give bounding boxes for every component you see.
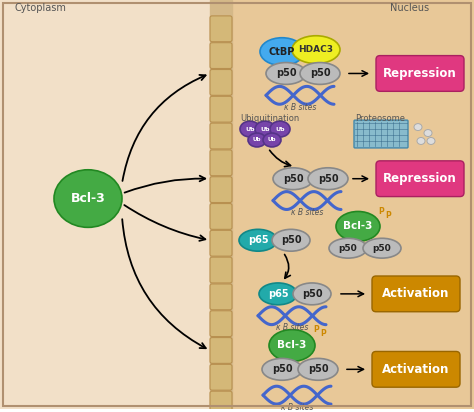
Ellipse shape — [363, 238, 401, 258]
Ellipse shape — [298, 358, 338, 380]
Ellipse shape — [262, 358, 302, 380]
Text: P: P — [378, 208, 384, 216]
Text: Ub: Ub — [253, 138, 261, 143]
Text: Activation: Activation — [383, 363, 450, 376]
Text: p50: p50 — [301, 289, 322, 299]
Text: p50: p50 — [281, 235, 301, 245]
Ellipse shape — [308, 168, 348, 190]
FancyBboxPatch shape — [372, 351, 460, 387]
FancyBboxPatch shape — [376, 161, 464, 197]
Text: p65: p65 — [248, 235, 268, 245]
Text: p50: p50 — [283, 174, 303, 184]
Text: p50: p50 — [272, 364, 292, 375]
FancyBboxPatch shape — [210, 43, 232, 68]
FancyBboxPatch shape — [210, 257, 232, 283]
Ellipse shape — [266, 63, 306, 84]
Text: Ub: Ub — [245, 126, 255, 131]
Ellipse shape — [260, 38, 304, 66]
Text: P: P — [385, 211, 391, 220]
FancyBboxPatch shape — [210, 230, 232, 256]
FancyBboxPatch shape — [354, 120, 408, 148]
Text: p50: p50 — [276, 68, 296, 78]
Bar — [228, 0, 474, 409]
Ellipse shape — [240, 121, 260, 137]
Text: Bcl-3: Bcl-3 — [71, 192, 105, 205]
FancyBboxPatch shape — [210, 16, 232, 42]
Text: Nucleus: Nucleus — [390, 3, 429, 13]
Text: Bcl-3: Bcl-3 — [277, 340, 307, 351]
Text: Bcl-3: Bcl-3 — [343, 221, 373, 232]
Ellipse shape — [273, 168, 313, 190]
Text: P: P — [313, 325, 319, 334]
FancyBboxPatch shape — [210, 391, 232, 412]
Text: Ub: Ub — [275, 126, 285, 131]
Ellipse shape — [263, 133, 281, 147]
Bar — [210, 0, 232, 409]
Text: Ub: Ub — [260, 126, 270, 131]
Ellipse shape — [255, 121, 275, 137]
Text: p50: p50 — [373, 244, 392, 253]
FancyBboxPatch shape — [210, 364, 232, 390]
Ellipse shape — [424, 129, 432, 136]
Text: p50: p50 — [310, 68, 330, 78]
Text: κ B sites: κ B sites — [291, 208, 323, 217]
FancyBboxPatch shape — [210, 123, 232, 149]
FancyBboxPatch shape — [210, 311, 232, 337]
FancyBboxPatch shape — [210, 150, 232, 176]
Text: Repression: Repression — [383, 67, 457, 80]
Ellipse shape — [269, 330, 315, 361]
Ellipse shape — [293, 283, 331, 305]
Ellipse shape — [259, 283, 297, 305]
Text: p50: p50 — [308, 364, 328, 375]
Text: Activation: Activation — [383, 288, 450, 300]
FancyBboxPatch shape — [376, 56, 464, 91]
Ellipse shape — [329, 238, 367, 258]
Text: p50: p50 — [318, 174, 338, 184]
FancyBboxPatch shape — [210, 177, 232, 203]
Ellipse shape — [292, 36, 340, 63]
FancyBboxPatch shape — [210, 204, 232, 229]
Ellipse shape — [270, 121, 290, 137]
Ellipse shape — [427, 138, 435, 145]
Text: P: P — [320, 329, 326, 337]
Text: p50: p50 — [338, 244, 357, 253]
Text: κ B sites: κ B sites — [276, 323, 308, 332]
Text: Ubiquitination: Ubiquitination — [240, 114, 299, 123]
Text: Cytoplasm: Cytoplasm — [14, 3, 66, 13]
Ellipse shape — [248, 133, 266, 147]
Text: CtBP: CtBP — [269, 47, 295, 56]
Text: κ B sites: κ B sites — [284, 103, 316, 112]
Text: Ub: Ub — [268, 138, 276, 143]
Ellipse shape — [417, 138, 425, 145]
FancyBboxPatch shape — [210, 70, 232, 95]
Text: Repression: Repression — [383, 172, 457, 185]
Ellipse shape — [272, 229, 310, 251]
Text: HDAC3: HDAC3 — [299, 45, 334, 54]
Ellipse shape — [239, 229, 277, 251]
FancyBboxPatch shape — [210, 284, 232, 310]
Ellipse shape — [300, 63, 340, 84]
Ellipse shape — [336, 211, 380, 241]
Bar — [0, 0, 215, 409]
FancyBboxPatch shape — [372, 276, 460, 312]
Ellipse shape — [414, 124, 422, 131]
Ellipse shape — [54, 170, 122, 227]
Text: κ B sites: κ B sites — [281, 403, 313, 412]
FancyBboxPatch shape — [210, 96, 232, 122]
Text: p65: p65 — [268, 289, 288, 299]
Text: Proteosome: Proteosome — [355, 114, 405, 123]
FancyBboxPatch shape — [210, 337, 232, 363]
